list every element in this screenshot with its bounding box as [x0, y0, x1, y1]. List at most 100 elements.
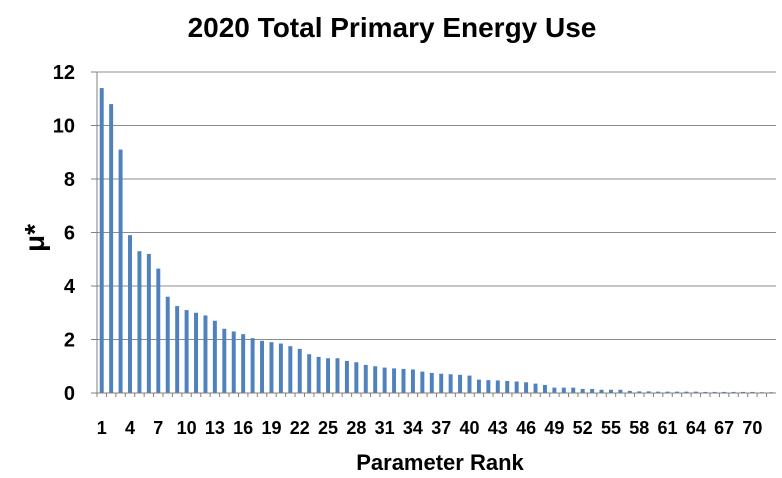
bar	[194, 312, 199, 393]
bar	[231, 331, 236, 393]
bar	[137, 251, 142, 393]
bar	[146, 253, 151, 393]
x-tick-label: 7	[153, 418, 163, 438]
bar	[712, 391, 717, 393]
bar	[175, 306, 180, 393]
x-tick-label: 61	[658, 418, 678, 438]
bar	[674, 391, 679, 393]
bar	[260, 340, 265, 393]
bar	[741, 391, 745, 393]
bar	[467, 375, 472, 393]
bar	[203, 315, 208, 393]
bar	[524, 382, 529, 393]
bar	[297, 348, 302, 393]
y-tick-label: 4	[64, 276, 76, 298]
x-tick-label: 49	[544, 418, 564, 438]
x-tick-label: 16	[233, 418, 253, 438]
bar	[542, 384, 547, 393]
bar	[533, 383, 538, 393]
bar	[288, 346, 293, 393]
x-tick-label: 37	[431, 418, 451, 438]
bar	[307, 354, 312, 393]
bar	[165, 296, 170, 393]
bar	[627, 390, 632, 393]
bar	[656, 391, 661, 393]
x-tick-label: 4	[125, 418, 135, 438]
bar	[514, 381, 519, 393]
bar	[354, 362, 359, 393]
bar	[184, 310, 189, 393]
x-tick-label: 25	[318, 418, 338, 438]
bar	[571, 387, 576, 393]
bar	[448, 374, 453, 393]
bar	[222, 328, 227, 393]
x-tick-labels: 1 4 7 10 13 16 19 22 25 28 31 34 37 40 43 46 49 52 55 58 61 6…	[97, 418, 763, 438]
bar	[703, 391, 708, 393]
x-tick-label: 46	[516, 418, 536, 438]
x-tick-label: 58	[629, 418, 649, 438]
bar	[410, 369, 415, 393]
x-tick-label: 52	[573, 418, 593, 438]
x-tick-label: 55	[601, 418, 621, 438]
bar	[373, 366, 378, 393]
x-tick-label: 19	[261, 418, 281, 438]
y-tick-label: 2	[64, 330, 75, 352]
x-tick-label: 31	[375, 418, 395, 438]
bar	[363, 364, 368, 393]
bar	[439, 373, 444, 393]
bar	[750, 391, 755, 393]
bar	[618, 389, 623, 393]
x-tick-label: 64	[686, 418, 706, 438]
bar	[637, 391, 642, 393]
bar	[429, 372, 434, 393]
bar	[608, 389, 613, 393]
bar	[552, 387, 557, 393]
bar	[684, 391, 689, 393]
y-tick-label: 12	[53, 62, 75, 84]
y-axis-label: μ*	[19, 224, 50, 252]
y-tick-label: 0	[64, 383, 75, 405]
bar	[458, 374, 463, 393]
x-axis-label: Parameter Rank	[356, 450, 524, 475]
x-tick-label: 1	[97, 418, 107, 438]
bar	[326, 358, 331, 393]
bar	[392, 368, 397, 393]
bar	[590, 388, 595, 393]
bar	[486, 380, 491, 393]
chart-title: 2020 Total Primary Energy Use	[188, 12, 597, 43]
x-tick-label: 40	[459, 418, 479, 438]
bar	[495, 380, 500, 393]
x-tick-label: 28	[346, 418, 366, 438]
bar	[646, 391, 651, 393]
bar	[665, 391, 670, 393]
axes	[91, 71, 776, 397]
bar	[731, 391, 736, 393]
bar	[420, 371, 425, 393]
gridlines	[97, 71, 776, 340]
x-tick-label: 70	[742, 418, 762, 438]
bar	[401, 368, 406, 393]
bars	[99, 88, 774, 394]
x-tick-label: 13	[205, 418, 225, 438]
bar	[382, 367, 387, 393]
bar	[316, 356, 321, 393]
bar	[128, 235, 132, 393]
x-tick-label: 22	[290, 418, 310, 438]
bar	[241, 334, 246, 393]
y-tick-labels: 0 2 4 6 8 10 12	[53, 62, 76, 405]
bar	[335, 358, 340, 393]
bar	[278, 343, 283, 393]
bar	[693, 391, 698, 393]
bar	[99, 88, 104, 394]
bar	[599, 389, 604, 393]
bar	[580, 388, 585, 393]
bar	[722, 391, 727, 393]
y-tick-label: 10	[53, 116, 75, 138]
bar	[109, 104, 114, 393]
y-tick-label: 6	[64, 223, 75, 245]
bar	[344, 360, 349, 393]
x-tick-label: 43	[488, 418, 508, 438]
bar	[561, 387, 566, 393]
x-tick-label: 34	[403, 418, 423, 438]
bar	[505, 380, 510, 393]
